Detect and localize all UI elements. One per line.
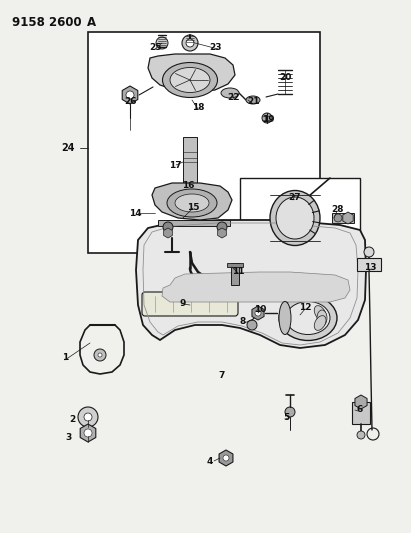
Text: 13: 13: [364, 263, 376, 272]
Bar: [357, 258, 381, 271]
Circle shape: [285, 407, 295, 417]
Text: 5: 5: [283, 414, 289, 423]
Text: 25: 25: [149, 43, 161, 52]
Text: 21: 21: [247, 98, 259, 107]
Circle shape: [262, 113, 272, 123]
Text: 27: 27: [289, 193, 301, 203]
Ellipse shape: [221, 88, 239, 98]
Bar: [88, 32, 320, 253]
Polygon shape: [136, 220, 366, 348]
Text: 28: 28: [332, 206, 344, 214]
Circle shape: [247, 320, 257, 330]
Ellipse shape: [314, 316, 326, 330]
Text: 26: 26: [124, 98, 136, 107]
Polygon shape: [218, 228, 226, 238]
Polygon shape: [148, 54, 235, 92]
Polygon shape: [162, 272, 350, 302]
Text: 18: 18: [192, 103, 204, 112]
Bar: [183, 137, 197, 185]
Circle shape: [364, 247, 374, 257]
Polygon shape: [219, 450, 233, 466]
Text: 1: 1: [62, 353, 68, 362]
Circle shape: [98, 353, 102, 357]
Text: 9: 9: [180, 298, 186, 308]
Polygon shape: [122, 86, 138, 104]
Text: 11: 11: [232, 268, 244, 277]
Text: 20: 20: [279, 74, 291, 83]
Text: 8: 8: [240, 318, 246, 327]
Text: 10: 10: [254, 305, 266, 314]
Circle shape: [163, 222, 173, 232]
Circle shape: [94, 349, 106, 361]
Ellipse shape: [276, 197, 314, 239]
Text: 19: 19: [262, 116, 274, 125]
Ellipse shape: [246, 96, 260, 104]
Circle shape: [357, 431, 365, 439]
Bar: [231, 263, 239, 285]
Text: 24: 24: [61, 143, 75, 153]
Bar: [352, 402, 370, 424]
Polygon shape: [80, 424, 96, 442]
Circle shape: [255, 310, 261, 316]
Circle shape: [78, 407, 98, 427]
Text: 14: 14: [129, 208, 141, 217]
Circle shape: [223, 455, 229, 461]
Bar: [332, 213, 354, 223]
Polygon shape: [343, 212, 353, 224]
Ellipse shape: [279, 302, 291, 335]
Bar: [227, 263, 243, 267]
FancyBboxPatch shape: [142, 292, 238, 316]
Circle shape: [186, 39, 194, 47]
Text: 16: 16: [182, 181, 194, 190]
Text: A: A: [87, 16, 96, 29]
Ellipse shape: [270, 190, 320, 246]
Text: 23: 23: [209, 43, 221, 52]
Ellipse shape: [162, 62, 217, 98]
Circle shape: [334, 214, 342, 222]
Circle shape: [126, 91, 134, 99]
Circle shape: [182, 35, 198, 51]
Polygon shape: [164, 228, 172, 238]
Circle shape: [84, 429, 92, 437]
Ellipse shape: [167, 189, 217, 217]
Polygon shape: [152, 183, 232, 220]
Circle shape: [84, 413, 92, 421]
Polygon shape: [252, 306, 264, 320]
Bar: [240, 178, 360, 255]
Bar: [158, 220, 230, 226]
Polygon shape: [355, 395, 367, 409]
Text: 3: 3: [65, 432, 71, 441]
Ellipse shape: [317, 310, 327, 326]
Text: 17: 17: [169, 160, 181, 169]
Circle shape: [217, 222, 227, 232]
Text: 22: 22: [227, 93, 239, 102]
Ellipse shape: [279, 295, 337, 341]
Text: 4: 4: [207, 457, 213, 466]
Text: 6: 6: [357, 406, 363, 415]
Text: 9158 2600: 9158 2600: [12, 16, 82, 29]
Text: 2: 2: [69, 416, 75, 424]
Ellipse shape: [175, 194, 209, 212]
Ellipse shape: [170, 68, 210, 93]
Ellipse shape: [286, 302, 330, 335]
Circle shape: [156, 37, 168, 49]
Ellipse shape: [314, 305, 326, 320]
Text: 15: 15: [187, 203, 199, 212]
Text: 12: 12: [299, 303, 311, 312]
Text: 7: 7: [219, 370, 225, 379]
